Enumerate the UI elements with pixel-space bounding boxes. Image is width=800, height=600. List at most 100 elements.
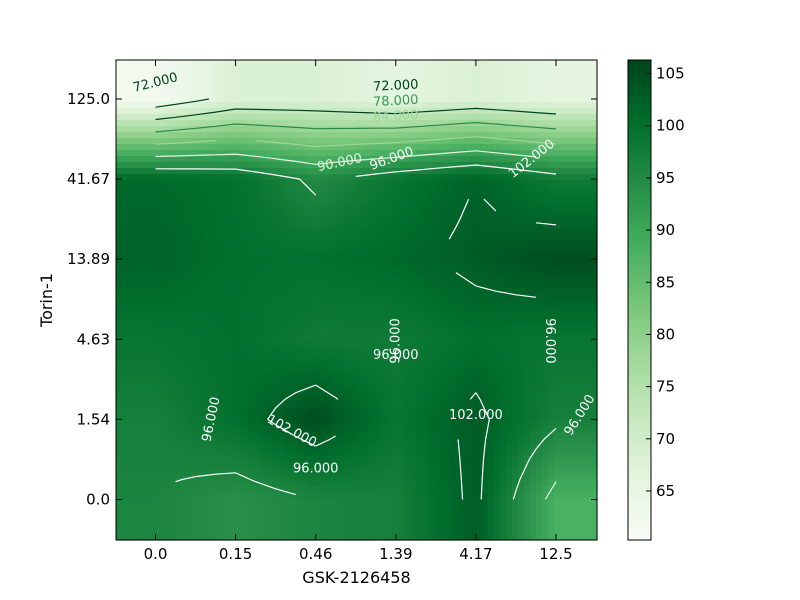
heatmap-cell — [188, 288, 195, 295]
heatmap-cell — [584, 120, 591, 127]
heatmap-cell — [380, 264, 387, 271]
heatmap-cell — [170, 402, 177, 409]
heatmap-cell — [296, 324, 303, 331]
heatmap-cell — [332, 282, 339, 289]
heatmap-cell — [500, 258, 507, 265]
heatmap-cell — [428, 408, 435, 415]
heatmap-cell — [494, 72, 501, 79]
heatmap-cell — [434, 216, 441, 223]
heatmap-cell — [476, 408, 483, 415]
heatmap-cell — [428, 192, 435, 199]
heatmap-cell — [530, 324, 537, 331]
heatmap-cell — [434, 66, 441, 73]
heatmap-cell — [212, 96, 219, 103]
heatmap-cell — [494, 132, 501, 139]
heatmap-cell — [572, 318, 579, 325]
heatmap-cell — [416, 306, 423, 313]
heatmap-cell — [536, 168, 543, 175]
heatmap-cell — [278, 414, 285, 421]
heatmap-cell — [536, 360, 543, 367]
heatmap-cell — [524, 396, 531, 403]
heatmap-cell — [164, 324, 171, 331]
heatmap-cell — [116, 306, 123, 313]
heatmap-cell — [374, 270, 381, 277]
heatmap-cell — [500, 66, 507, 73]
heatmap-cell — [308, 336, 315, 343]
heatmap-cell — [578, 102, 585, 109]
heatmap-cell — [206, 144, 213, 151]
heatmap-cell — [392, 174, 399, 181]
heatmap-cell — [224, 180, 231, 187]
heatmap-cell — [380, 102, 387, 109]
heatmap-cell — [590, 150, 597, 157]
heatmap-cell — [482, 114, 489, 121]
heatmap-cell — [554, 162, 561, 169]
heatmap-cell — [356, 336, 363, 343]
heatmap-cell — [524, 72, 531, 79]
heatmap-cell — [146, 240, 153, 247]
heatmap-cell — [398, 294, 405, 301]
heatmap-cell — [470, 168, 477, 175]
heatmap-cell — [188, 336, 195, 343]
heatmap-cell — [140, 258, 147, 265]
heatmap-cell — [464, 372, 471, 379]
heatmap-cell — [248, 276, 255, 283]
heatmap-cell — [482, 378, 489, 385]
heatmap-cell — [386, 108, 393, 115]
heatmap-cell — [212, 330, 219, 337]
heatmap-cell — [122, 234, 129, 241]
heatmap-cell — [194, 294, 201, 301]
heatmap-cell — [386, 252, 393, 259]
heatmap-cell — [356, 354, 363, 361]
heatmap-cell — [584, 174, 591, 181]
heatmap-cell — [410, 372, 417, 379]
heatmap-cell — [206, 240, 213, 247]
heatmap-cell — [170, 66, 177, 73]
heatmap-cell — [512, 216, 519, 223]
heatmap-cell — [350, 204, 357, 211]
heatmap-cell — [200, 234, 207, 241]
heatmap-cell — [194, 414, 201, 421]
heatmap-cell — [164, 204, 171, 211]
heatmap-cell — [344, 120, 351, 127]
heatmap-cell — [272, 330, 279, 337]
heatmap-cell — [200, 126, 207, 133]
heatmap-cell — [212, 132, 219, 139]
heatmap-cell — [374, 258, 381, 265]
heatmap-cell — [224, 264, 231, 271]
heatmap-cell — [572, 192, 579, 199]
heatmap-cell — [278, 204, 285, 211]
heatmap-cell — [350, 258, 357, 265]
heatmap-cell — [296, 234, 303, 241]
heatmap-cell — [284, 126, 291, 133]
heatmap-cell — [536, 60, 543, 67]
heatmap-cell — [554, 210, 561, 217]
heatmap-cell — [170, 390, 177, 397]
heatmap-cell — [584, 168, 591, 175]
heatmap-cell — [554, 396, 561, 403]
heatmap-cell — [194, 264, 201, 271]
heatmap-cell — [410, 102, 417, 109]
heatmap-cell — [284, 246, 291, 253]
heatmap-cell — [242, 408, 249, 415]
heatmap-cell — [302, 402, 309, 409]
heatmap-cell — [248, 330, 255, 337]
heatmap-cell — [230, 246, 237, 253]
heatmap-cell — [230, 198, 237, 205]
heatmap-cell — [560, 174, 567, 181]
heatmap-cell — [488, 246, 495, 253]
heatmap-cell — [428, 372, 435, 379]
heatmap-cell — [536, 222, 543, 229]
heatmap-cell — [134, 282, 141, 289]
heatmap-cell — [350, 384, 357, 391]
heatmap-cell — [302, 360, 309, 367]
heatmap-cell — [524, 240, 531, 247]
heatmap-cell — [404, 408, 411, 415]
heatmap-cell — [530, 60, 537, 67]
heatmap-cell — [164, 390, 171, 397]
heatmap-cell — [242, 174, 249, 181]
heatmap-cell — [536, 390, 543, 397]
heatmap-cell — [482, 222, 489, 229]
heatmap-cell — [308, 240, 315, 247]
heatmap-cell — [164, 168, 171, 175]
